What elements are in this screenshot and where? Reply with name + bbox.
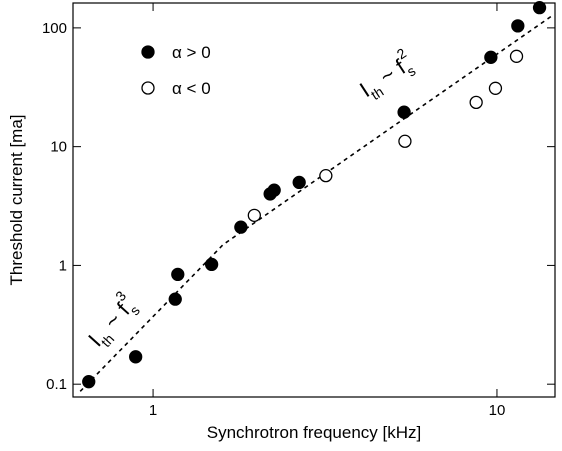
data-point — [319, 168, 333, 183]
annotation: Ith ~ fs3 — [79, 288, 145, 355]
data-point — [488, 81, 503, 95]
annotation: Ith ~ fs2 — [352, 45, 420, 107]
data-point — [168, 292, 182, 306]
data-point — [398, 134, 412, 148]
data-point — [484, 50, 498, 64]
x-axis-label: Synchrotron frequency [kHz] — [207, 423, 421, 442]
x-tick-label: 10 — [489, 402, 506, 419]
data-point — [129, 350, 143, 364]
y-tick-label: 1 — [59, 257, 67, 274]
plot-frame — [72, 2, 556, 398]
data-point — [532, 1, 547, 15]
data-point — [171, 267, 185, 282]
data-point — [234, 220, 248, 234]
data-point — [509, 49, 524, 63]
legend-label: α > 0 — [172, 43, 211, 62]
y-axis-label: Threshold current [ma] — [7, 114, 26, 285]
y-tick-label: 10 — [50, 139, 67, 156]
y-tick-label: 100 — [42, 20, 67, 37]
data-point — [469, 95, 483, 110]
y-tick-label: 0.1 — [46, 376, 67, 393]
data-point — [397, 105, 411, 119]
legend-marker — [141, 81, 155, 95]
data-point — [267, 183, 281, 197]
data-point — [511, 19, 525, 33]
legend-marker — [141, 45, 155, 59]
data-point — [204, 257, 219, 272]
data-point — [247, 208, 261, 222]
data-point — [82, 375, 96, 389]
data-point — [292, 175, 306, 190]
legend-label: α < 0 — [172, 79, 211, 98]
x-tick-label: 1 — [149, 402, 157, 419]
fit-line — [79, 14, 554, 392]
